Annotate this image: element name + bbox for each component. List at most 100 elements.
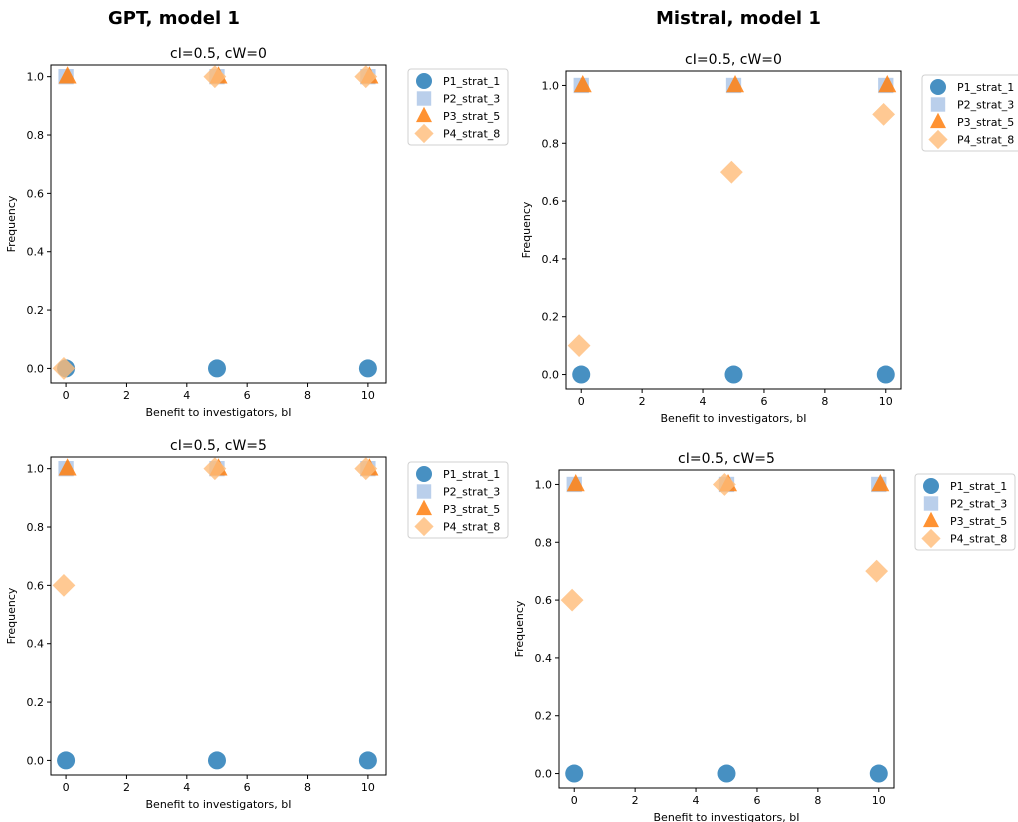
x-tick-label: 4 (700, 395, 707, 408)
legend-label: P2_strat_3 (443, 486, 500, 499)
x-tick-label: 6 (753, 794, 760, 807)
data-point-p1-strat-1 (207, 359, 226, 378)
y-tick-label: 0.6 (542, 195, 560, 208)
chart-title: cI=0.5, cW=0 (170, 46, 267, 62)
chart-title: cI=0.5, cW=5 (678, 451, 775, 467)
legend-box (921, 74, 1018, 152)
legend-box (407, 461, 509, 539)
y-tick-label: 1.0 (535, 478, 553, 491)
legend-label: P4_strat_8 (443, 521, 500, 534)
legend-box (914, 473, 1016, 551)
chart-panel-3: cI=0.5, cW=5 0 2 4 6 8 10 0.0 0.2 0.4 0.6 0.8 1.0 Ben… (5, 438, 509, 811)
y-axis-label: Frequency (5, 195, 18, 252)
x-axis-label: Benefit to investigators, bI (661, 412, 807, 425)
chart-title: cI=0.5, cW=0 (685, 52, 782, 68)
legend-label: P2_strat_3 (950, 498, 1007, 511)
data-point-p3-strat-5 (726, 75, 745, 93)
data-point-p1-strat-1 (724, 365, 743, 384)
data-point-p4-strat-8 (52, 357, 76, 380)
plot-frame (565, 70, 902, 390)
y-tick-label: 1.0 (27, 463, 45, 476)
chart-panel-1: cI=0.5, cW=0 0 2 4 6 8 10 0.0 0.2 0.4 0.6 0.8 1.0 Ben… (5, 46, 509, 419)
legend-label: P1_strat_1 (443, 468, 500, 481)
x-tick-label: 0 (571, 794, 578, 807)
x-tick-label: 8 (814, 794, 821, 807)
data-point-p3-strat-5 (58, 66, 77, 84)
data-point-p1-strat-1 (876, 365, 895, 384)
legend-marker-circle-icon (930, 79, 946, 95)
chart-title: cI=0.5, cW=5 (170, 438, 267, 454)
x-tick-label: 10 (879, 395, 893, 408)
legend-label: P4_strat_8 (950, 533, 1007, 546)
y-axis-label: Frequency (5, 587, 18, 644)
legend-label: P3_strat_5 (443, 503, 500, 516)
legend-label: P4_strat_8 (443, 128, 500, 141)
legend-label: P2_strat_3 (957, 99, 1014, 112)
x-tick-label: 4 (183, 781, 190, 794)
legend-marker-square-icon (416, 484, 432, 499)
legend-marker-triangle-icon (923, 511, 939, 528)
data-point-p1-strat-1 (57, 751, 76, 770)
y-tick-label: 0.0 (27, 362, 45, 375)
data-point-p4-strat-8 (567, 334, 591, 358)
x-tick-label: 2 (632, 794, 639, 807)
y-tick-label: 0.0 (535, 768, 553, 781)
data-point-p4-strat-8 (354, 457, 378, 481)
data-point-p4-strat-8 (872, 102, 896, 126)
y-tick-label: 0.4 (27, 246, 45, 259)
data-point-p1-strat-1 (207, 751, 226, 770)
y-tick-label: 0.0 (27, 754, 45, 767)
y-tick-label: 0.8 (542, 137, 560, 150)
legend-label: P1_strat_1 (957, 81, 1014, 94)
data-point-p4-strat-8 (203, 457, 227, 481)
data-point-p3-strat-5 (871, 474, 890, 492)
legend-marker-diamond-icon (414, 516, 434, 537)
legend: P1_strat_1 P2_strat_3 P3_strat_5 P4_strat_8 (407, 461, 509, 539)
data-point-p1-strat-1 (358, 359, 377, 378)
legend-marker-circle-icon (416, 73, 432, 89)
data-point-p3-strat-5 (573, 75, 592, 93)
y-tick-label: 1.0 (542, 79, 560, 92)
x-tick-label: 4 (693, 794, 700, 807)
y-tick-label: 0.6 (27, 579, 45, 592)
x-tick-label: 8 (304, 389, 311, 402)
y-tick-label: 0.0 (542, 369, 560, 382)
plot-frame (558, 469, 895, 789)
y-tick-label: 0.2 (535, 710, 553, 723)
data-point-p3-strat-5 (58, 458, 77, 476)
data-point-p1-strat-1 (358, 751, 377, 770)
y-tick-label: 0.4 (535, 652, 553, 665)
y-tick-label: 0.2 (542, 311, 560, 324)
x-tick-label: 0 (63, 781, 70, 794)
legend-marker-triangle-icon (930, 112, 946, 129)
x-tick-label: 10 (361, 389, 375, 402)
legend-marker-diamond-icon (928, 129, 948, 150)
x-axis-label: Benefit to investigators, bI (146, 406, 292, 419)
x-tick-label: 6 (244, 389, 251, 402)
y-tick-label: 0.4 (542, 253, 560, 266)
y-tick-label: 0.8 (27, 129, 45, 142)
x-tick-label: 0 (63, 389, 70, 402)
x-axis-label: Benefit to investigators, bI (146, 798, 292, 811)
y-axis-label: Frequency (513, 600, 526, 657)
data-point-p3-strat-5 (566, 474, 585, 492)
x-tick-label: 8 (304, 781, 311, 794)
legend-marker-diamond-icon (921, 528, 941, 549)
plot-frame (50, 64, 387, 384)
data-point-p3-strat-5 (878, 75, 897, 93)
y-tick-label: 1.0 (27, 71, 45, 84)
plot-frame (50, 456, 387, 776)
x-tick-label: 6 (760, 395, 767, 408)
legend: P1_strat_1 P2_strat_3 P3_strat_5 P4_strat_8 (914, 473, 1016, 551)
legend-marker-triangle-icon (416, 499, 432, 516)
y-tick-label: 0.2 (27, 696, 45, 709)
x-tick-label: 6 (244, 781, 251, 794)
legend-marker-square-icon (923, 496, 939, 511)
x-tick-label: 4 (183, 389, 190, 402)
x-tick-label: 8 (821, 395, 828, 408)
data-point-p4-strat-8 (354, 65, 378, 89)
legend-label: P1_strat_1 (443, 75, 500, 88)
data-point-p4-strat-8 (712, 473, 736, 496)
data-point-p4-strat-8 (203, 65, 227, 89)
y-axis-label: Frequency (520, 201, 533, 258)
